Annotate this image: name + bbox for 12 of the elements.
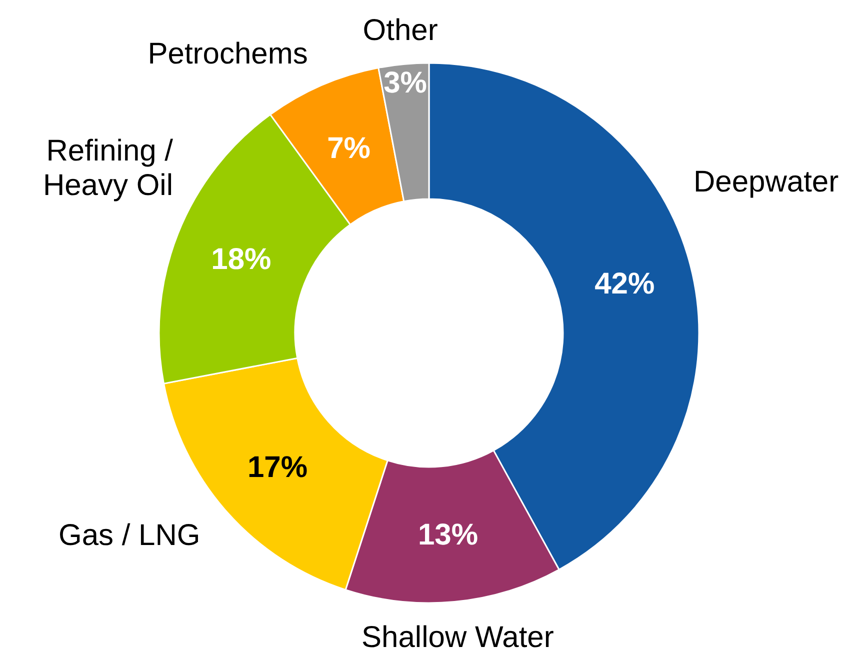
slice-label: Shallow Water xyxy=(362,621,554,654)
data-label: 7% xyxy=(327,132,370,166)
data-label: 17% xyxy=(247,451,308,484)
slice-label: Refining / Heavy Oil xyxy=(42,134,174,202)
slice-label: Other xyxy=(362,14,438,47)
data-label: 18% xyxy=(211,243,272,276)
data-label: 3% xyxy=(384,66,427,100)
slice-label: Deepwater xyxy=(694,166,839,199)
data-label: 13% xyxy=(418,518,478,552)
slice-label: Gas / LNG xyxy=(58,519,200,552)
slice-label: Petrochems xyxy=(148,38,308,71)
data-label: 42% xyxy=(594,267,655,300)
